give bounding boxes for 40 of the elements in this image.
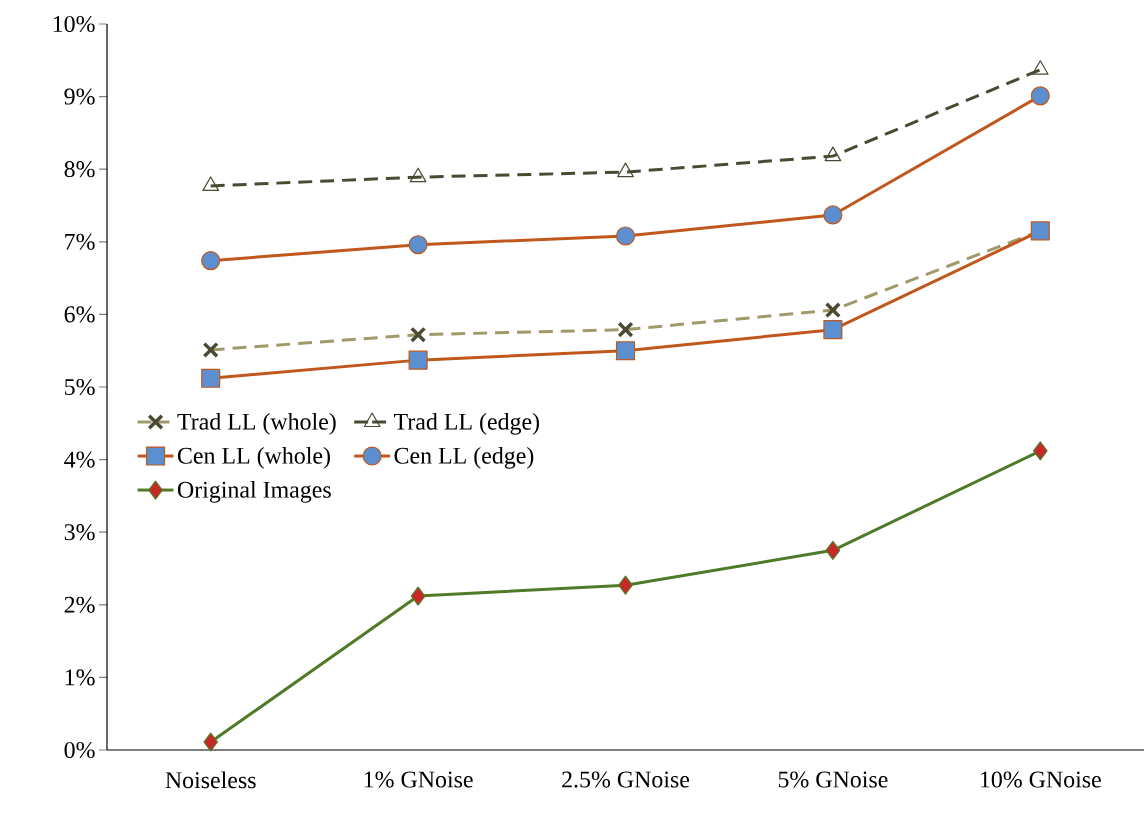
y-tick-label: 0% [64,741,95,759]
y-tick-label: 2% [64,596,95,613]
y-tick-label: 9% [64,88,95,105]
point [615,341,636,361]
y-tick-label: 5% [65,378,95,396]
point [408,235,428,255]
point [823,205,843,225]
point [201,368,221,388]
point [203,732,219,752]
x-tick-label: 10% GNoise [980,771,1101,788]
y-tick-label: 3% [64,524,95,541]
legend-label: Trad LL (whole) [177,412,336,435]
point [1032,441,1048,461]
x-tick-label: Noiseless [165,771,256,789]
point [202,176,220,191]
point [409,167,427,183]
y-tick-label: 7% [65,233,95,250]
y-tick-label: 6% [64,306,95,323]
point [825,540,841,560]
x-tick-label: 2.5% GNoise [562,771,690,788]
point [408,350,428,370]
point [1031,60,1049,75]
point [617,162,634,178]
y-tick-label: 8% [64,161,95,178]
point [823,320,843,340]
x-tick-label: 5% GNoise [778,771,888,788]
point [201,251,221,271]
point [1030,86,1050,106]
y-tick-label: 10% [53,15,95,33]
point [615,226,636,246]
y-tick-label: 1% [65,669,95,686]
point [824,146,842,162]
x-tick-label: 1% GNoise [364,771,473,788]
legend-label: Cen LL (edge) [394,446,534,469]
y-tick-label: 4% [64,451,95,468]
point [410,586,426,606]
legend-label: Original Images [177,481,331,503]
legend-label: Cen LL (whole) [177,446,330,469]
legend-label: Trad LL (edge) [394,412,540,435]
point [618,575,633,595]
